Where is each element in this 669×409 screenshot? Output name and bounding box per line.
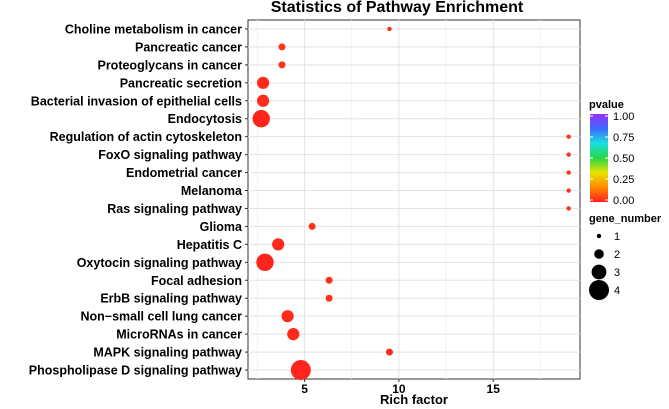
y-tick-label: Endocytosis: [168, 112, 242, 126]
y-tick-label: Bacterial invasion of epithelial cells: [31, 94, 242, 108]
point-hepatitis-c: [272, 238, 285, 251]
data-points: [252, 26, 571, 381]
y-tick-label: Endometrial cancer: [126, 166, 242, 180]
point-mapk-signaling-pathway: [385, 348, 393, 356]
pvalue-legend: pvalue 1.00 0.75 0.50 0.25 0.00: [589, 99, 634, 207]
gene-number-legend-title: gene_number: [589, 213, 662, 225]
point-endometrial-cancer: [566, 170, 571, 175]
point-erbb-signaling-pathway: [325, 294, 333, 302]
y-tick-label: Hepatitis C: [177, 238, 242, 252]
y-tick-label: Glioma: [200, 220, 243, 234]
size-legend-dot: [594, 249, 604, 259]
colorbar-tick-label: 0.00: [613, 195, 634, 207]
point-pancreatic-cancer: [278, 43, 286, 51]
x-axis: 5 10 15: [301, 379, 500, 396]
y-axis-labels: Choline metabolism in cancer Pancreatic c…: [29, 22, 248, 378]
y-tick-label: Ras signaling pathway: [107, 202, 242, 216]
size-legend-label: 4: [614, 285, 620, 297]
y-tick-label: Melanoma: [181, 184, 243, 198]
point-focal-adhesion: [325, 276, 333, 284]
y-tick-label: Proteoglycans in cancer: [97, 58, 242, 72]
colorbar-tick-label: 0.75: [613, 132, 634, 144]
pvalue-colorbar: [590, 114, 608, 202]
size-legend-dot: [596, 233, 602, 239]
point-endocytosis: [252, 110, 270, 128]
size-legend-dot: [591, 264, 607, 280]
point-melanoma: [566, 188, 571, 193]
size-legend-label: 3: [614, 267, 620, 279]
point-proteoglycans-in-cancer: [278, 61, 286, 69]
y-tick-label: Regulation of actin cytoskeleton: [50, 130, 242, 144]
y-tick-label: Phospholipase D signaling pathway: [29, 364, 242, 378]
y-tick-label: MicroRNAs in cancer: [116, 328, 242, 342]
y-tick-label: Non−small cell lung cancer: [80, 310, 242, 324]
chart-title: Statistics of Pathway Enrichment: [271, 0, 524, 16]
x-tick-label: 15: [487, 382, 501, 396]
point-foxo-signaling-pathway: [566, 152, 571, 157]
point-ras-signaling-pathway: [566, 206, 571, 211]
y-tick-label: Pancreatic cancer: [135, 40, 242, 54]
y-tick-label: MAPK signaling pathway: [93, 346, 242, 360]
y-tick-label: FoxO signaling pathway: [98, 148, 242, 162]
y-tick-label: ErbB signaling pathway: [100, 292, 242, 306]
point-micrornas-in-cancer: [287, 328, 300, 341]
point-pancreatic-secretion: [256, 76, 270, 89]
y-tick-label: Focal adhesion: [151, 274, 242, 288]
size-legend-dot: [589, 280, 609, 300]
point-bacterial-invasion-of-epithelial-cells: [256, 94, 270, 107]
pvalue-legend-title: pvalue: [589, 99, 624, 111]
point-non-small-cell-lung-cancer: [281, 310, 294, 323]
x-tick-label: 10: [392, 382, 406, 396]
colorbar-tick-label: 0.25: [613, 174, 634, 186]
plot-panel: [247, 19, 581, 380]
x-axis-label: Rich factor: [380, 392, 448, 407]
y-tick-label: Pancreatic secretion: [120, 76, 242, 90]
colorbar-tick-label: 0.50: [613, 153, 634, 165]
point-glioma: [308, 222, 316, 230]
size-legend-label: 1: [614, 231, 620, 243]
colorbar-tick-label: 1.00: [613, 111, 634, 123]
y-tick-label: Choline metabolism in cancer: [65, 22, 242, 36]
point-phospholipase-d-signaling-pathway: [290, 360, 311, 381]
size-legend-label: 2: [614, 249, 620, 261]
x-tick-label: 5: [301, 382, 308, 396]
point-regulation-of-actin-cytoskeleton: [566, 134, 571, 139]
y-tick-label: Oxytocin signaling pathway: [77, 256, 242, 270]
grid-lines: [248, 20, 580, 379]
gene-number-legend: gene_number 1 2 3 4: [589, 213, 662, 300]
point-choline-metabolism-in-cancer: [387, 26, 392, 32]
point-oxytocin-signaling-pathway: [256, 253, 274, 272]
